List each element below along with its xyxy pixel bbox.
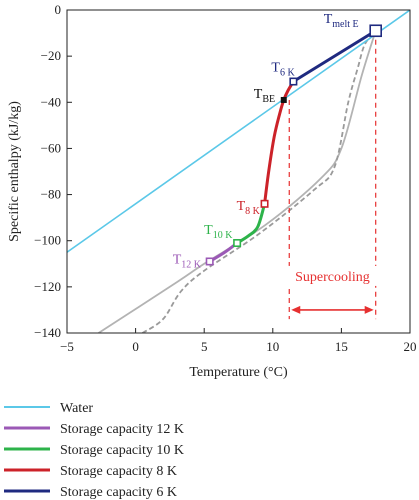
reference-curve-dashed [141,30,377,333]
marker-10-k-label: T10 K [204,223,233,241]
marker-6-k [289,77,298,86]
marker-melt-e-label-main: T [324,12,333,27]
marker-8-k-label: T8 K [237,199,261,217]
y-tick-label: −140 [34,325,61,340]
x-tick-label: 0 [132,339,139,354]
x-tick-label: 10 [266,339,279,354]
marker-melt-e-label: Tmelt E [324,12,359,30]
plot-area: −5 0 5 10 15 20 0 −20 −40 −60 −80 −100 −120 −140 Super… [34,2,416,354]
series-line-4 [263,80,295,206]
supercooling-label-bg [287,265,378,286]
marker-8-k-label-main: T [237,199,246,214]
series-line-5 [291,29,378,84]
marker-melt-e-label-sub: melt E [332,19,358,30]
legend-label-4: Storage capacity 8 K [60,464,177,479]
legend-label-2: Storage capacity 12 K [60,422,184,437]
supercooling-arrow-head-right [364,305,374,314]
marker-12-k [205,257,214,266]
marker-6-k-label-main: T [271,61,280,76]
marker-be-label-main: T [254,87,263,102]
y-axis-label: Specific enthalpy (kJ/kg) [7,101,22,242]
y-tick-label: −60 [41,140,61,155]
y-tick-label: −120 [34,279,61,294]
x-tick-label: 20 [404,339,417,354]
marker-12-k-label-sub: 12 K [181,259,202,270]
marker-6-k-label-sub: 6 K [280,68,296,79]
marker-12-k-label-main: T [173,252,182,267]
marker-melt-e [369,24,383,38]
series-line-3 [235,202,267,245]
y-tick-label: 0 [55,2,62,17]
marker-10-k-label-sub: 10 K [213,230,234,241]
y-tick-label: −80 [41,187,61,202]
x-tick-label: −5 [60,339,74,354]
y-tick-label: −40 [41,94,61,109]
y-tick-label: −100 [34,233,61,248]
reference-curve-solid [98,30,377,333]
supercooling-label: Supercooling [295,270,370,285]
legend-label-3: Storage capacity 10 K [60,443,184,458]
x-tick-label: 5 [201,339,208,354]
legend: Water Storage capacity 12 K Storage capaci… [4,401,184,500]
plot-frame [66,9,411,334]
legend-label-1: Water [60,401,93,416]
marker-8-k [260,199,269,208]
marker-12-k-label: T12 K [173,252,202,270]
series-line-1 [67,10,410,254]
supercooling-arrow-head-left [291,305,301,314]
marker-10-k-label-main: T [204,223,213,238]
y-tick-label: −20 [41,48,61,63]
marker-be-label: TBE [254,87,275,105]
marker-8-k-label-sub: 8 K [245,206,261,217]
x-axis-label: Temperature (°C) [189,365,288,380]
x-tick-label: 15 [335,339,348,354]
marker-be-label-sub: BE [262,94,275,105]
marker-be [280,96,287,103]
legend-label-5: Storage capacity 6 K [60,485,177,500]
marker-10-k [233,239,242,248]
marker-6-k-label: T6 K [271,61,295,79]
